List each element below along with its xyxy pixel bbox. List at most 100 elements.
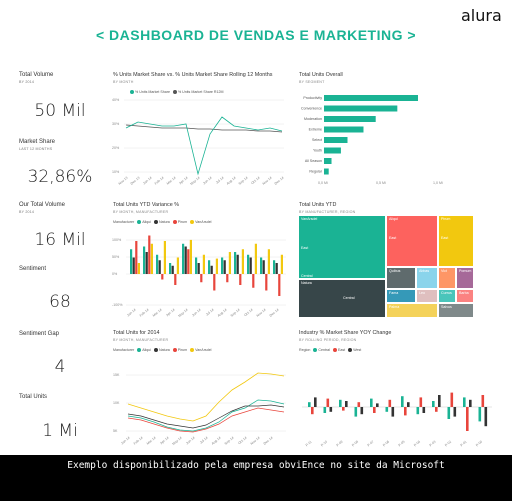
x-tick: Jun-14: [191, 308, 202, 318]
x-tick: P-09: [336, 440, 344, 448]
panel-total-units-ytd[interactable]: Total Units YTD BY MANUFACTURER, REGION …: [296, 200, 496, 320]
treemap-cell[interactable]: Vict: [438, 267, 456, 289]
x-tick: Sep-14: [230, 308, 241, 318]
x-tick: Dec-14: [274, 176, 285, 186]
panel-subtitle: BY SEGMENT: [299, 80, 325, 84]
x-tick: Nov-14: [256, 308, 267, 318]
bar: [324, 105, 398, 112]
panel-total-units-overall[interactable]: Total Units Overall BY SEGMENT Productiv…: [296, 70, 496, 190]
treemap-cell[interactable]: Natura Central: [298, 279, 386, 318]
bar: [354, 407, 358, 417]
treemap-cell[interactable]: Pirum East: [438, 215, 474, 267]
x-tick: 0,0 Mi: [318, 181, 328, 185]
x-tick: Mar-14: [166, 176, 177, 186]
kpi-value-total-volume: 50 Mil: [34, 101, 86, 121]
treemap-cell[interactable]: Fama: [386, 289, 416, 303]
kpi-label-market-share: Market Share LAST 12 MONTHS: [19, 139, 56, 151]
units-2014-chart: 15K 10K 5K Jan-14 Feb-14 Mar-14 Apr-14 May-1…: [113, 372, 286, 446]
x-tick: Feb-14: [133, 436, 144, 446]
panel-ytd-variance[interactable]: Total Units YTD Variance % BY MONTH, MAN…: [110, 200, 290, 320]
bar: [221, 257, 224, 274]
bar: [324, 126, 364, 133]
panel-market-share[interactable]: % Units Market Share vs. % Units Market …: [110, 70, 290, 190]
panel-title: % Units Market Share vs. % Units Market …: [113, 72, 273, 78]
y-tick: 5K: [113, 429, 118, 433]
bar: [484, 407, 488, 427]
x-tick: Sep-14: [238, 176, 249, 186]
bar: [324, 147, 341, 154]
bar: [280, 254, 283, 274]
x-tick: P-00: [475, 440, 483, 448]
x-tick: Feb-14: [154, 176, 165, 186]
x-tick: P-02: [444, 440, 452, 448]
x-tick: Aug-14: [211, 436, 222, 446]
legend-item: Natura: [153, 348, 170, 353]
bar: [453, 407, 457, 417]
y-tick: 40%: [112, 98, 120, 102]
panel-units-2014[interactable]: Total Units for 2014 BY MONTH, MANUFACTU…: [110, 328, 290, 448]
bar: [324, 168, 329, 175]
treemap-cell[interactable]: Quibus: [386, 267, 416, 289]
bar: [187, 249, 190, 274]
kpi-value-total-units: 1 Mi: [42, 421, 78, 441]
bar: [226, 274, 229, 283]
treemap-cell[interactable]: Abbas: [416, 267, 438, 289]
bar: [195, 257, 198, 274]
bar: [184, 246, 187, 274]
treemap-cell[interactable]: Salvus: [438, 303, 474, 318]
legend-item: Aliqui: [137, 348, 151, 353]
treemap-cell[interactable]: Leo: [416, 289, 438, 303]
kpi-value-sentiment-gap: 4: [54, 357, 66, 377]
panel-subtitle: BY MONTH, MANUFACTURER: [113, 338, 169, 342]
x-tick: Dec-14: [269, 308, 280, 318]
bar: [135, 241, 138, 274]
kpi-value-market-share: 32,86%: [27, 167, 93, 187]
bar: [308, 402, 311, 407]
bar: [360, 407, 364, 415]
bar: [156, 254, 159, 274]
alura-logo: alura: [461, 6, 502, 25]
bar: [137, 263, 140, 274]
bar: [176, 257, 179, 274]
treemap-cell[interactable]: Palma: [386, 303, 438, 318]
bar: [132, 257, 135, 274]
y-tick: -100%: [112, 303, 123, 307]
bar: [326, 398, 330, 407]
x-tick: Oct-14: [243, 308, 253, 318]
treemap-cell[interactable]: Aliqui East: [386, 215, 438, 267]
legend-item: Aliqui: [137, 220, 151, 225]
legend-item: VanArsdel: [190, 348, 212, 353]
x-tick: Nov-14: [262, 176, 273, 186]
panel-title: Total Units for 2014: [113, 330, 160, 336]
x-tick: P-01: [460, 440, 468, 448]
bar: [278, 274, 281, 296]
panel-subtitle: BY ROLLING PERIOD, REGION: [299, 338, 357, 342]
panel-industry-share[interactable]: Industry % Market Share YOY Change BY RO…: [296, 328, 496, 448]
bar: [241, 249, 244, 274]
panel-title: Total Units YTD Variance %: [113, 202, 180, 208]
x-tick: Apr-14: [178, 176, 188, 186]
ytd-variance-chart: 100% 50% 0% -100% Jan-14 Feb-14 Mar-14 Apr-…: [112, 235, 286, 318]
bar: [158, 260, 161, 274]
bar: [130, 249, 133, 274]
series-natura-line: [127, 404, 285, 429]
treemap-cell[interactable]: Pomum: [456, 267, 474, 289]
panel-subtitle: BY MONTH, MANUFACTURER: [113, 210, 169, 214]
bar-label: Select: [312, 138, 322, 142]
legend-item: % Units Market Share: [130, 90, 170, 95]
x-tick: Jun-14: [185, 436, 196, 446]
footer-caption: Exemplo disponibilizado pela empresa obv…: [67, 460, 445, 471]
treemap-cell[interactable]: Currus: [438, 289, 456, 303]
bar: [438, 395, 441, 407]
bar: [432, 401, 435, 407]
x-tick: Jun-14: [202, 176, 213, 186]
bar: [404, 407, 407, 416]
bar: [419, 397, 423, 407]
bar: [450, 392, 454, 407]
treemap-cell[interactable]: VanArsdel East Central: [298, 215, 386, 279]
x-tick: Jul-14: [205, 308, 215, 317]
x-tick: P-03: [429, 440, 437, 448]
y-tick: 15K: [113, 373, 120, 377]
bar-label: Productivity: [303, 96, 322, 100]
treemap-cell[interactable]: Barba: [456, 289, 474, 303]
